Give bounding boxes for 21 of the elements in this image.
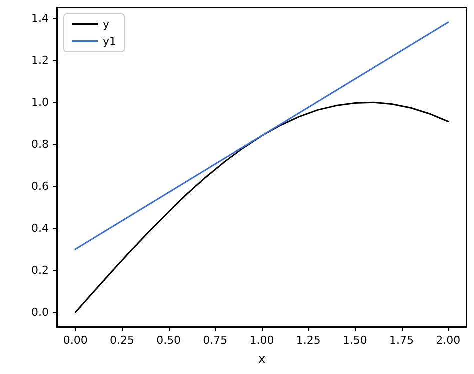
x-tick-label: 1.50	[342, 334, 368, 347]
legend-label: y	[103, 18, 110, 31]
y-tick-label: 0.2	[32, 264, 49, 278]
line-series	[74, 102, 450, 314]
y-tick-label: 1.0	[32, 96, 49, 110]
x-tick-label: 1.25	[296, 334, 321, 347]
x-tick-label: 0.75	[203, 334, 228, 347]
x-axis-title: x	[258, 352, 266, 366]
y-tick-label: 1.4	[32, 12, 49, 26]
y-tick-label: 0.6	[32, 180, 49, 194]
x-tick-label: 2.00	[436, 334, 461, 347]
y-tick-label: 1.2	[32, 54, 49, 68]
y-tick-label: 0.4	[32, 222, 49, 236]
x-tick-label: 1.75	[390, 334, 414, 347]
y-tick-label: 0.8	[32, 138, 49, 152]
x-tick-label: 0.50	[156, 334, 182, 347]
x-tick-label: 0.00	[63, 334, 88, 347]
x-tick-label: 0.25	[110, 334, 134, 347]
x-tick-label: 1.00	[250, 334, 274, 347]
y-tick-label: 0.0	[32, 306, 49, 320]
legend-label: y1	[103, 35, 117, 48]
